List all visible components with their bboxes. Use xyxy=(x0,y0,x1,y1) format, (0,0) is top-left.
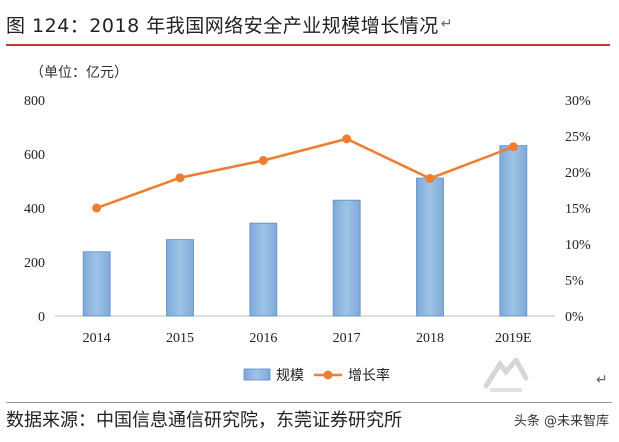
line-point xyxy=(425,173,435,183)
y-left-tick-label: 400 xyxy=(24,202,45,217)
line-point xyxy=(175,173,185,183)
legend-label-bar: 规模 xyxy=(276,368,304,384)
y-left-tick-label: 800 xyxy=(24,94,45,109)
bar xyxy=(499,145,528,317)
y-right-tick-label: 10% xyxy=(565,238,591,253)
line-point xyxy=(258,155,268,165)
x-tick-label: 2014 xyxy=(83,331,111,346)
line-series xyxy=(92,134,518,213)
legend-bar-swatch xyxy=(243,368,271,381)
legend-line-marker xyxy=(323,370,333,380)
figure-title-bar: 图 124：2018 年我国网络安全产业规模增长情况 ↵ xyxy=(6,4,610,46)
x-axis: 2014 2015 2016 2017 2018 2019E xyxy=(83,331,532,346)
source-bar: 数据来源：中国信息通信研究院，东莞证券研究所 xyxy=(6,402,612,435)
bar xyxy=(82,251,111,317)
y-right-tick-label: 0% xyxy=(565,310,584,325)
line-point xyxy=(508,142,518,152)
y-right-tick-label: 25% xyxy=(565,130,591,145)
bar-series xyxy=(82,145,528,317)
legend: 规模 增长率 xyxy=(243,367,390,384)
x-tick-label: 2019E xyxy=(495,331,532,346)
growth-line xyxy=(96,137,514,210)
line-point xyxy=(342,134,352,144)
unit-label: （单位：亿元） xyxy=(30,65,128,81)
x-tick-label: 2017 xyxy=(333,331,361,346)
y-left-axis: 0 200 400 600 800 xyxy=(24,94,45,325)
bar xyxy=(166,239,194,317)
y-left-tick-label: 200 xyxy=(24,256,45,271)
paragraph-mark-end: ↵ xyxy=(596,372,608,388)
y-right-tick-label: 5% xyxy=(565,274,584,289)
legend-label-line: 增长率 xyxy=(348,367,390,384)
y-right-tick-label: 30% xyxy=(565,94,591,109)
y-left-tick-label: 600 xyxy=(24,148,45,163)
bar xyxy=(416,177,444,317)
y-left-tick-label: 0 xyxy=(38,310,45,325)
x-tick-label: 2015 xyxy=(166,331,194,346)
bar xyxy=(332,199,361,317)
watermark-logo-icon xyxy=(483,358,529,392)
paragraph-mark: ↵ xyxy=(440,16,453,32)
x-tick-label: 2018 xyxy=(416,331,444,346)
y-right-tick-label: 15% xyxy=(565,202,591,217)
chart-container: 0 200 400 600 800 0% 5% 10% 15% 20% 25% 30% 2014 20… xyxy=(0,50,619,395)
bar xyxy=(249,222,278,317)
y-right-axis: 0% 5% 10% 15% 20% 25% 30% xyxy=(565,94,591,325)
line-point xyxy=(92,203,102,213)
x-tick-label: 2016 xyxy=(249,331,277,346)
data-source: 数据来源：中国信息通信研究院，东莞证券研究所 xyxy=(6,410,402,431)
watermark-text: 头条 @未来智库 xyxy=(511,410,611,429)
figure-title: 图 124：2018 年我国网络安全产业规模增长情况 xyxy=(6,14,439,37)
y-right-tick-label: 20% xyxy=(565,166,591,181)
